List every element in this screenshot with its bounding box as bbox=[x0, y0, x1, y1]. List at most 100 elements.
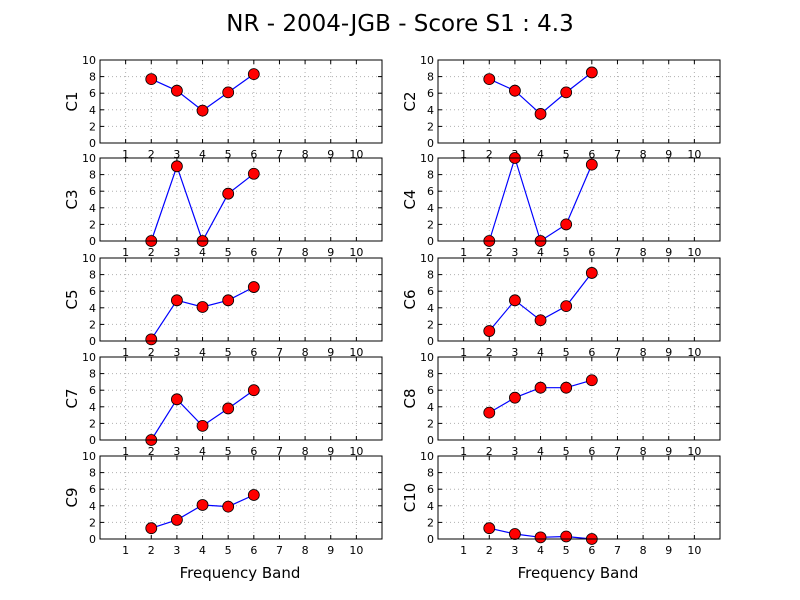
x-tick-label: 2 bbox=[486, 346, 493, 359]
axes-frame bbox=[437, 356, 721, 441]
data-point bbox=[534, 531, 547, 544]
data-point bbox=[483, 522, 496, 535]
x-tick-label: 2 bbox=[148, 445, 155, 458]
x-tick-label: 10 bbox=[349, 246, 363, 259]
data-point bbox=[247, 384, 260, 397]
x-tick-label: 1 bbox=[460, 544, 467, 557]
x-tick-label: 1 bbox=[460, 148, 467, 161]
y-tick-label: 0 bbox=[89, 434, 96, 447]
x-tick-label: 2 bbox=[148, 148, 155, 161]
y-tick-label: 8 bbox=[89, 467, 96, 480]
data-point bbox=[483, 73, 496, 85]
y-tick-label: 2 bbox=[427, 120, 434, 133]
x-tick-label: 4 bbox=[537, 346, 544, 359]
y-tick-label: 4 bbox=[427, 500, 434, 513]
y-tick-label: 6 bbox=[89, 483, 96, 496]
data-point bbox=[222, 187, 235, 200]
data-point bbox=[585, 267, 598, 279]
data-point bbox=[145, 73, 158, 85]
data-point bbox=[509, 294, 521, 307]
y-axis-label: C2 bbox=[401, 91, 419, 111]
y-tick-label: 6 bbox=[427, 185, 434, 198]
x-tick-label: 7 bbox=[276, 148, 283, 161]
x-tick-label: 9 bbox=[327, 346, 334, 359]
y-tick-label: 6 bbox=[89, 185, 96, 198]
data-point bbox=[222, 86, 235, 99]
data-point bbox=[171, 84, 183, 97]
x-tick-label: 7 bbox=[276, 346, 283, 359]
x-tick-label: 9 bbox=[665, 246, 672, 259]
axes-frame bbox=[437, 455, 721, 540]
x-tick-label: 3 bbox=[173, 445, 180, 458]
x-tick-label: 9 bbox=[327, 148, 334, 161]
data-point bbox=[585, 66, 598, 79]
data-point bbox=[509, 528, 521, 540]
x-tick-label: 1 bbox=[122, 346, 129, 359]
x-tick-label: 6 bbox=[250, 544, 257, 557]
x-tick-label: 7 bbox=[276, 445, 283, 458]
data-point bbox=[145, 522, 158, 535]
x-tick-label: 8 bbox=[302, 246, 309, 259]
data-point bbox=[145, 333, 158, 346]
y-axis-label: C6 bbox=[401, 289, 419, 309]
y-tick-label: 8 bbox=[427, 71, 434, 84]
y-axis-label: C4 bbox=[401, 189, 419, 209]
x-tick-label: 9 bbox=[327, 445, 334, 458]
x-tick-label: 10 bbox=[687, 445, 701, 458]
y-tick-label: 10 bbox=[82, 450, 96, 463]
y-tick-label: 0 bbox=[427, 137, 434, 150]
x-tick-label: 4 bbox=[199, 346, 206, 359]
x-tick-label: 5 bbox=[563, 246, 570, 259]
x-tick-label: 10 bbox=[349, 445, 363, 458]
x-tick-label: 4 bbox=[537, 544, 544, 557]
x-tick-label: 6 bbox=[588, 346, 595, 359]
x-tick-label: 5 bbox=[563, 346, 570, 359]
y-tick-label: 2 bbox=[427, 516, 434, 529]
y-tick-label: 2 bbox=[89, 516, 96, 529]
y-tick-label: 4 bbox=[89, 104, 96, 117]
x-tick-label: 7 bbox=[614, 544, 621, 557]
x-tick-label: 2 bbox=[148, 346, 155, 359]
y-tick-label: 8 bbox=[427, 467, 434, 480]
data-point bbox=[560, 530, 573, 543]
x-tick-label: 2 bbox=[486, 544, 493, 557]
x-tick-label: 7 bbox=[614, 148, 621, 161]
y-tick-label: 0 bbox=[89, 335, 96, 348]
x-tick-label: 9 bbox=[327, 544, 334, 557]
data-point bbox=[560, 381, 573, 394]
data-point bbox=[196, 499, 209, 511]
y-axis-label: C1 bbox=[63, 91, 81, 111]
x-tick-label: 7 bbox=[276, 544, 283, 557]
x-tick-label: 1 bbox=[460, 445, 467, 458]
x-tick-label: 6 bbox=[588, 445, 595, 458]
chart-title: NR - 2004-JGB - Score S1 : 4.3 bbox=[226, 11, 573, 37]
x-tick-label: 9 bbox=[665, 346, 672, 359]
data-point bbox=[247, 167, 260, 180]
x-tick-label: 9 bbox=[665, 544, 672, 557]
y-tick-label: 10 bbox=[420, 252, 434, 265]
y-tick-label: 8 bbox=[427, 269, 434, 282]
x-tick-label: 5 bbox=[225, 246, 232, 259]
x-tick-label: 8 bbox=[640, 246, 647, 259]
data-point bbox=[534, 108, 547, 120]
axes-frame bbox=[437, 59, 721, 144]
x-tick-label: 3 bbox=[511, 445, 518, 458]
data-point bbox=[222, 500, 235, 513]
y-tick-label: 8 bbox=[89, 169, 96, 182]
x-tick-label: 7 bbox=[614, 246, 621, 259]
x-tick-label: 1 bbox=[460, 346, 467, 359]
x-axis-label-right: Frequency Band bbox=[518, 564, 639, 582]
x-tick-label: 5 bbox=[225, 346, 232, 359]
x-tick-label: 3 bbox=[173, 346, 180, 359]
x-tick-label: 9 bbox=[665, 445, 672, 458]
x-tick-label: 5 bbox=[225, 445, 232, 458]
x-tick-label: 10 bbox=[349, 346, 363, 359]
x-tick-label: 8 bbox=[302, 148, 309, 161]
